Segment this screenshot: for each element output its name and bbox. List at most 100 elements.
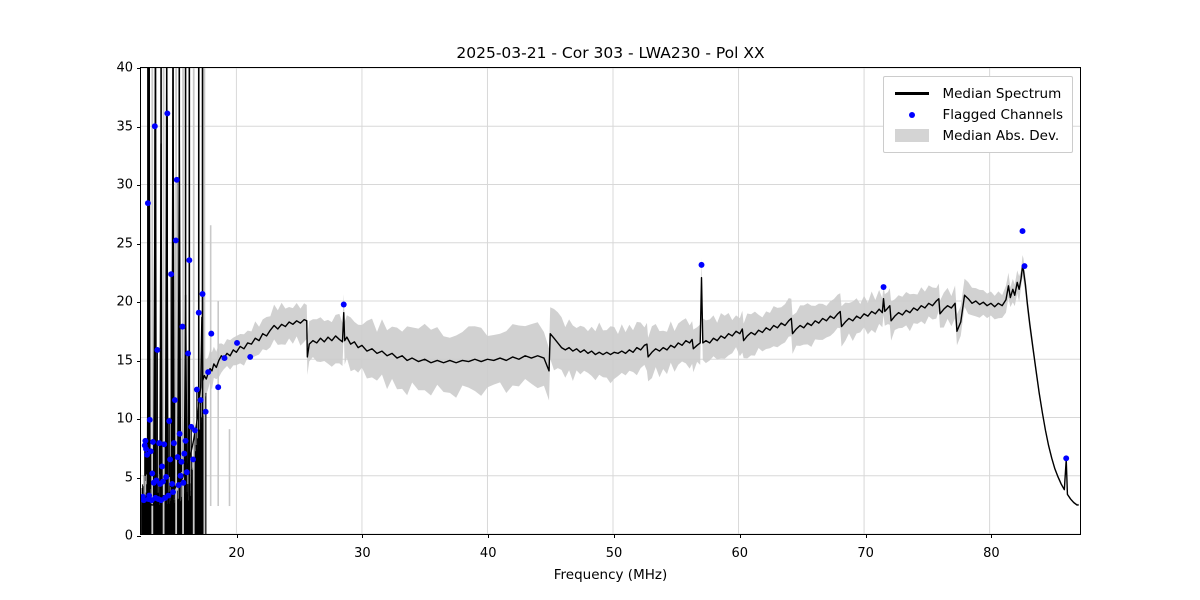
x-axis-label: Frequency (MHz): [553, 567, 668, 583]
x-tick-mark: [614, 534, 616, 538]
flagged-channel-marker: [177, 472, 184, 479]
flagged-channel-marker: [141, 497, 147, 504]
y-tick-mark: [137, 185, 141, 186]
flagged-channel-marker: [161, 441, 168, 448]
flagged-channel-marker: [159, 463, 166, 470]
flagged-channel-marker: [144, 200, 151, 207]
flagged-channel-marker: [221, 355, 228, 362]
flagged-channel-marker: [247, 353, 254, 360]
y-tick-mark: [137, 243, 141, 245]
mad-band: [201, 255, 1079, 506]
flagged-channel-marker: [153, 477, 160, 484]
y-tick-mark: [137, 360, 141, 362]
flagged-channel-marker: [166, 418, 173, 424]
x-tick-mark: [739, 534, 741, 538]
flagged-channel-marker: [202, 408, 209, 415]
flagged-channel-marker: [170, 489, 176, 496]
flagged-channel-marker: [154, 346, 161, 353]
flagged-channel-marker: [149, 439, 156, 445]
y-tick-label: 20: [116, 294, 133, 310]
flagged-channel-marker: [146, 416, 153, 423]
flagged-channel-marker: [149, 470, 156, 477]
x-tick-label: 80: [983, 546, 1000, 561]
flagged-channel-marker: [1021, 263, 1028, 270]
flagged-channel-marker: [170, 440, 177, 447]
legend-label: Flagged Channels: [942, 106, 1063, 123]
flagged-channel-marker: [215, 384, 222, 391]
y-tick-mark: [137, 68, 141, 69]
median-spectrum-line: [141, 68, 1079, 506]
flagged-channel-marker: [185, 350, 192, 357]
flagged-channel-marker: [143, 446, 149, 452]
plot-axes: 20 30 40 50 60 70 80 0 5 10 15 20 25 30 35 40 Median Sp…: [116, 61, 1081, 561]
legend-line-swatch: [891, 92, 933, 95]
x-tick-mark: [991, 534, 993, 538]
flagged-channel-marker: [192, 427, 198, 434]
flagged-channel-marker: [156, 440, 163, 447]
y-tick-mark: [137, 477, 141, 479]
x-tick-label: 40: [479, 546, 497, 561]
y-tick-mark: [137, 419, 141, 420]
flagged-channel-marker: [172, 237, 179, 244]
y-tick-label: 10: [116, 411, 133, 427]
x-tick-mark: [362, 534, 364, 538]
x-tick-label: 50: [605, 546, 623, 561]
x-tick-mark: [488, 534, 490, 538]
flagged-channel-marker: [175, 482, 182, 489]
flagged-channel-marker: [190, 456, 197, 463]
flagged-channel-marker: [195, 309, 202, 316]
y-tick-label: 15: [116, 353, 133, 368]
flagged-channel-marker: [169, 480, 176, 487]
flagged-channel-marker: [174, 454, 181, 461]
flagged-channel-marker: [180, 479, 187, 486]
legend-patch-swatch: [891, 129, 933, 142]
flagged-channel-marker: [146, 492, 153, 499]
flagged-channel-marker: [183, 469, 190, 476]
flagged-channel-marker: [178, 458, 185, 465]
flagged-channel-marker: [193, 386, 200, 393]
y-tick-label: 40: [116, 60, 133, 76]
flagged-channel-marker: [142, 437, 149, 444]
flagged-channel-marker: [173, 176, 180, 183]
flagged-channel-marker: [188, 423, 195, 430]
flagged-channel-marker: [179, 323, 186, 330]
legend-item[interactable]: Flagged Channels: [891, 104, 1063, 125]
flagged-channel-marker: [205, 369, 212, 376]
flagged-channel-marker: [1063, 455, 1070, 462]
flagged-channel-marker: [208, 330, 215, 337]
legend-label: Median Abs. Dev.: [942, 127, 1060, 144]
flagged-channel-marker: [197, 397, 204, 403]
y-tick-label: 30: [116, 177, 133, 193]
x-tick-label: 20: [228, 546, 245, 561]
y-tick-label: 0: [124, 528, 133, 544]
flagged-channel-marker: [144, 451, 150, 458]
flagged-channel-marker: [165, 492, 172, 499]
flagged-channel-marker: [168, 271, 175, 278]
legend-item[interactable]: Median Spectrum: [891, 83, 1063, 104]
legend-dot-swatch: [891, 111, 933, 118]
flagged-channel-marker: [181, 450, 188, 457]
flagged-channel-marker: [1019, 228, 1026, 235]
y-tick-label: 5: [124, 470, 133, 485]
x-tick-label: 60: [731, 546, 749, 561]
flagged-channel-marker: [171, 397, 178, 403]
flagged-channel-marker: [163, 473, 170, 480]
x-tick-label: 30: [354, 546, 371, 561]
legend-item[interactable]: Median Abs. Dev.: [891, 125, 1063, 146]
flagged-channel-marker: [151, 123, 158, 130]
flagged-channel-marker: [880, 284, 887, 290]
flagged-channel-marker: [186, 257, 193, 264]
y-tick-mark: [137, 302, 141, 303]
flagged-channels-group: [141, 110, 1070, 504]
flagged-channel-marker: [160, 478, 166, 485]
flagged-channel-marker: [234, 339, 240, 346]
y-tick-mark: [137, 126, 141, 128]
flagged-channel-marker: [147, 448, 154, 455]
flagged-channel-marker: [167, 456, 174, 463]
flagged-channel-marker: [199, 291, 206, 297]
flagged-channel-marker: [340, 301, 347, 308]
x-tick-mark: [865, 534, 867, 538]
flagged-channel-marker: [176, 430, 183, 437]
page-title: 2025-03-21 - Cor 303 - LWA230 - Pol XX: [456, 44, 765, 62]
